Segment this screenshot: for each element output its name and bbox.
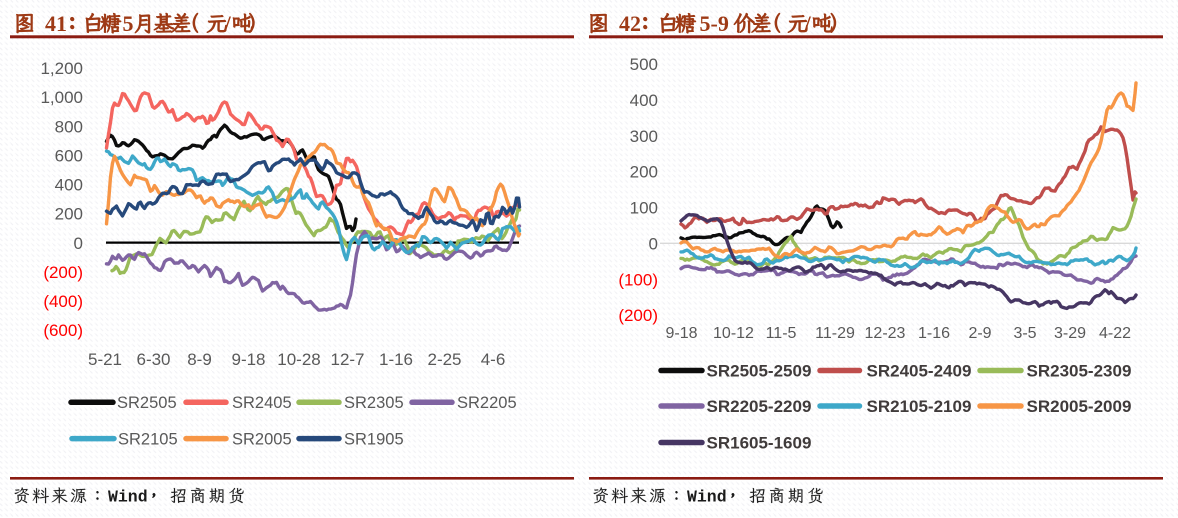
svg-text:5: 5 [123,11,134,36]
svg-text:SR2305-2309: SR2305-2309 [1027,361,1132,380]
svg-text:0: 0 [649,234,658,253]
svg-text:100: 100 [630,199,658,218]
svg-text:2-9: 2-9 [968,325,991,342]
svg-text:4-22: 4-22 [1099,325,1131,342]
svg-text:5-21: 5-21 [88,350,122,369]
svg-text:9-18: 9-18 [231,350,265,369]
svg-text:9-18: 9-18 [665,325,697,342]
svg-text:11-29: 11-29 [815,325,855,342]
svg-text:600: 600 [55,147,83,166]
svg-text:SR2505-2509: SR2505-2509 [707,361,812,380]
svg-text:1-16: 1-16 [379,350,413,369]
svg-text:3-5: 3-5 [1013,325,1036,342]
svg-text:42: 42 [619,11,641,36]
svg-text:0: 0 [74,234,83,253]
svg-text:1,000: 1,000 [40,88,83,107]
svg-text:(600): (600) [43,321,83,340]
svg-text:400: 400 [55,176,83,195]
svg-text:SR2105-2109: SR2105-2109 [867,397,972,416]
svg-text:SR2505: SR2505 [117,394,177,412]
svg-text:10-12: 10-12 [713,325,754,342]
svg-text:12-7: 12-7 [330,350,364,369]
svg-text:SR2005: SR2005 [232,430,292,448]
svg-text:SR2405-2409: SR2405-2409 [867,361,972,380]
svg-text:300: 300 [630,127,658,146]
svg-text:41: 41 [45,11,67,36]
svg-text:SR2005-2009: SR2005-2009 [1027,397,1132,416]
svg-text:2-25: 2-25 [427,350,461,369]
svg-text:(100): (100) [618,270,658,289]
svg-text:SR2205: SR2205 [457,394,517,412]
svg-text:200: 200 [630,163,658,182]
svg-text:4-6: 4-6 [481,350,506,369]
svg-text:(400): (400) [43,292,83,311]
svg-text:11-5: 11-5 [766,325,797,342]
svg-text:Wind: Wind [687,488,727,507]
svg-text:1-16: 1-16 [918,325,950,342]
svg-text:SR1605-1609: SR1605-1609 [707,433,812,452]
svg-text:/: / [224,11,232,36]
svg-text:SR2305: SR2305 [344,394,404,412]
svg-text:8-9: 8-9 [187,350,212,369]
svg-text:SR2205-2209: SR2205-2209 [707,397,812,416]
svg-text:10-28: 10-28 [277,350,320,369]
svg-text:(200): (200) [43,263,83,282]
svg-text:/: / [804,11,812,36]
svg-text:5-9: 5-9 [700,11,729,36]
svg-text:SR1905: SR1905 [344,430,404,448]
svg-text:(200): (200) [618,306,658,325]
svg-text:500: 500 [630,55,658,74]
svg-text:800: 800 [55,117,83,136]
svg-text:3-29: 3-29 [1054,325,1086,342]
svg-text:200: 200 [55,205,83,224]
svg-text:SR2105: SR2105 [118,430,178,448]
svg-text:6-30: 6-30 [136,350,170,369]
svg-text:12-23: 12-23 [865,325,906,342]
svg-text:Wind: Wind [108,488,148,507]
svg-text:1,200: 1,200 [40,59,83,78]
svg-text:SR2405: SR2405 [232,394,292,412]
svg-text:400: 400 [630,91,658,110]
